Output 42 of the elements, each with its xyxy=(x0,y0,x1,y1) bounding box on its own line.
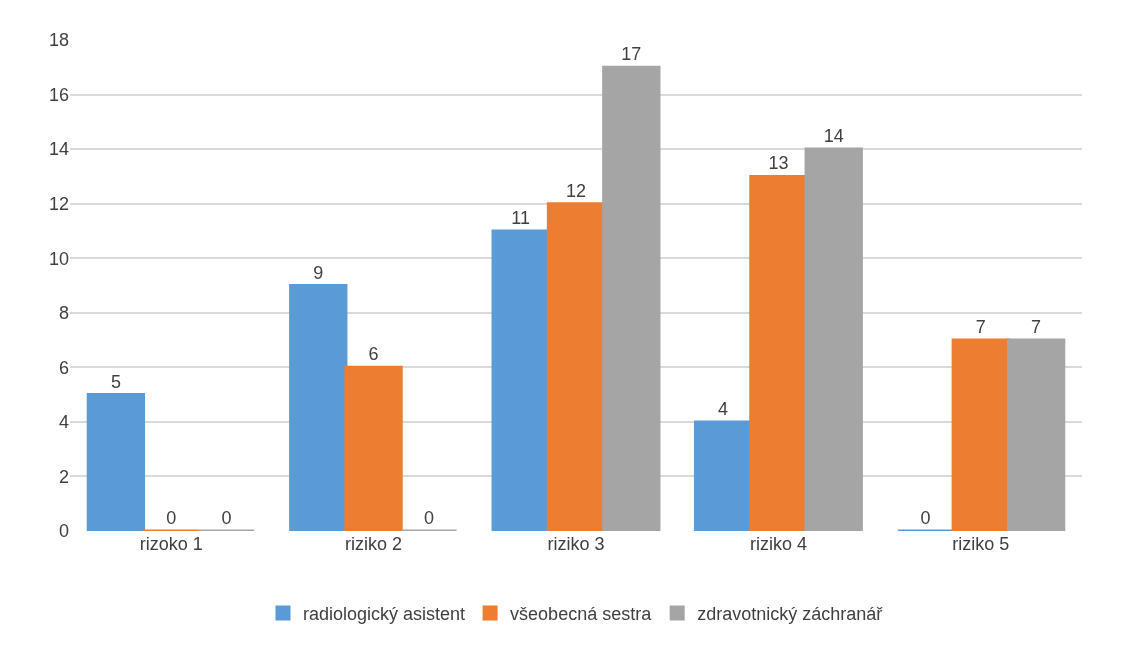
y-tick-label: 16 xyxy=(48,84,69,105)
data-label: 7 xyxy=(1031,317,1042,338)
bar xyxy=(1006,338,1066,531)
data-label: 14 xyxy=(823,126,844,147)
legend-label: zdravotnický záchranář xyxy=(697,604,884,625)
x-tick-label: riziko 4 xyxy=(749,534,807,554)
data-label: 0 xyxy=(423,508,434,528)
data-label: 17 xyxy=(621,44,642,65)
y-tick-label: 4 xyxy=(58,412,69,433)
y-tick-label: 8 xyxy=(58,303,69,324)
data-label: 6 xyxy=(368,344,379,365)
bar xyxy=(491,229,550,531)
bar xyxy=(602,65,661,531)
x-tick-label: riziko 2 xyxy=(345,534,403,554)
x-tick-label: riziko 5 xyxy=(952,534,1010,554)
y-tick-label: 2 xyxy=(58,466,69,487)
y-tick-label: 12 xyxy=(48,193,69,214)
bar xyxy=(344,365,403,531)
y-tick-label: 18 xyxy=(48,30,69,51)
legend-label: všeobecná sestra xyxy=(510,604,653,625)
data-label: 4 xyxy=(718,398,729,419)
y-tick-label: 10 xyxy=(48,248,69,269)
y-tick-label: 14 xyxy=(48,139,69,160)
bar xyxy=(289,284,348,531)
y-tick-label: 0 xyxy=(58,521,69,542)
x-tick-label: riziko 3 xyxy=(547,534,605,554)
data-label: 9 xyxy=(313,262,324,283)
data-label: 0 xyxy=(221,508,232,528)
data-label: 13 xyxy=(768,153,789,174)
data-label: 0 xyxy=(166,508,177,528)
data-label: 5 xyxy=(110,371,121,392)
x-tick-label: rizoko 1 xyxy=(139,534,203,554)
bar xyxy=(86,393,146,531)
data-label: 11 xyxy=(511,207,531,228)
data-label: 7 xyxy=(975,317,986,338)
bar xyxy=(951,338,1010,531)
y-tick-label: 6 xyxy=(58,357,69,378)
legend-label: radiologický asistent xyxy=(303,604,466,625)
data-label: 12 xyxy=(565,180,587,201)
data-label: 0 xyxy=(920,508,931,528)
bar xyxy=(804,147,863,531)
bar xyxy=(749,174,808,531)
